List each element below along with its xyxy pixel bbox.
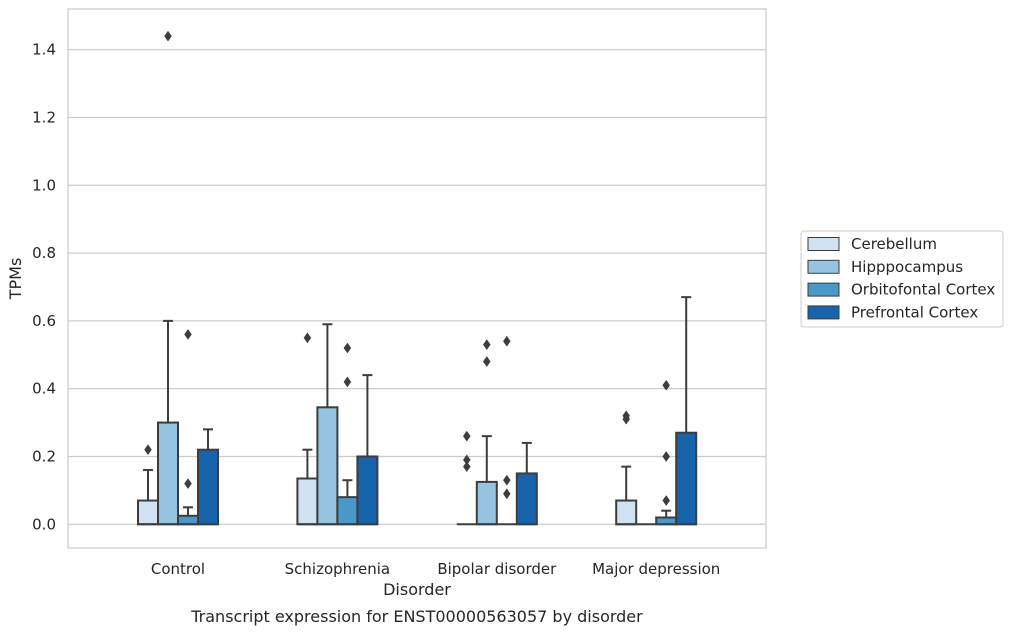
legend: Cerebellum Hipppocampus Orbitofontal Corte… <box>800 230 1004 328</box>
y-tick-label: 0.6 <box>32 312 56 330</box>
box <box>655 516 678 526</box>
box <box>177 514 199 526</box>
box <box>197 448 219 526</box>
x-tick-label: Bipolar disorder <box>437 560 557 578</box>
x-tick-label: Schizophrenia <box>285 560 390 578</box>
y-tick-label: 1.0 <box>32 176 56 194</box>
plot-frame <box>67 8 767 549</box>
outlier-point <box>462 430 471 442</box>
y-tick-label: 0.4 <box>32 380 56 398</box>
y-tick-label: 0.0 <box>32 515 56 533</box>
outlier-point <box>662 495 671 506</box>
outlier-point <box>343 342 352 354</box>
outlier-point <box>164 30 172 42</box>
x-tick-label: Major depression <box>592 560 720 578</box>
outlier-point <box>462 461 471 473</box>
box <box>356 455 379 526</box>
box <box>475 480 498 526</box>
outlier-point <box>662 451 671 462</box>
box <box>336 496 359 526</box>
legend-label: Prefrontal Cortex <box>851 303 978 321</box>
outlier-point <box>622 413 631 425</box>
y-axis: 0.0 0.2 0.4 0.6 0.8 1.0 1.2 1.4 <box>32 41 56 534</box>
legend-swatch <box>807 305 840 320</box>
box <box>296 477 319 526</box>
box-marks <box>137 30 698 526</box>
outlier-point <box>502 474 511 486</box>
box <box>515 472 538 526</box>
legend-label: Cerebellum <box>851 235 937 253</box>
outlier-point <box>482 356 491 367</box>
outlier-point <box>502 488 511 500</box>
legend-swatch <box>807 282 840 297</box>
outlier-point <box>343 376 352 388</box>
y-tick-label: 1.2 <box>32 108 56 126</box>
outlier-point <box>144 444 152 456</box>
y-axis-title: TPMs <box>6 258 25 301</box>
outlier-point <box>662 379 671 391</box>
outlier-point <box>502 335 511 347</box>
x-axis-title: Disorder <box>383 580 451 599</box>
legend-frame <box>800 230 1004 328</box>
x-tick-label: Control <box>151 560 205 578</box>
y-tick-label: 0.2 <box>32 447 56 465</box>
box <box>675 431 698 526</box>
outlier-point <box>303 332 312 344</box>
chart-caption: Transcript expression for ENST0000056305… <box>190 607 643 626</box>
y-tick-label: 1.4 <box>32 41 56 59</box>
legend-label: Hipppocampus <box>851 258 963 276</box>
box <box>137 499 159 526</box>
y-tick-label: 0.8 <box>32 244 56 262</box>
box <box>615 499 638 526</box>
outlier-point <box>184 328 192 340</box>
box <box>316 406 339 526</box>
box <box>157 421 179 526</box>
legend-swatch <box>807 259 840 274</box>
legend-swatch <box>807 237 840 251</box>
legend-label: Orbitofontal Cortex <box>851 281 995 299</box>
outlier-point <box>482 339 491 351</box>
x-axis: Control Schizophrenia Bipolar disorder Majo… <box>151 560 720 578</box>
outlier-point <box>184 478 192 490</box>
